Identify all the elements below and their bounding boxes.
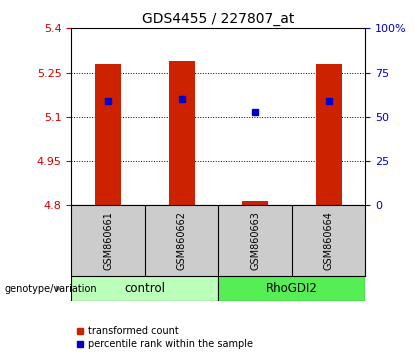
Bar (95, 64, 121, 205)
Text: GSM860663: GSM860663 (250, 211, 260, 270)
Text: GSM860661: GSM860661 (103, 211, 113, 270)
Text: genotype/variation: genotype/variation (4, 284, 97, 293)
Bar (218, 276, 365, 301)
Bar (169, 61, 194, 205)
Title: GDS4455 / 227807_at: GDS4455 / 227807_at (142, 12, 294, 26)
Bar (71, 276, 218, 301)
Text: GSM860662: GSM860662 (177, 211, 186, 270)
Bar (242, 201, 268, 205)
Text: GSM860664: GSM860664 (324, 211, 333, 270)
Bar (316, 64, 341, 205)
Text: RhoGDI2: RhoGDI2 (266, 282, 318, 295)
Text: control: control (124, 282, 165, 295)
Legend: transformed count, percentile rank within the sample: transformed count, percentile rank withi… (76, 326, 253, 349)
